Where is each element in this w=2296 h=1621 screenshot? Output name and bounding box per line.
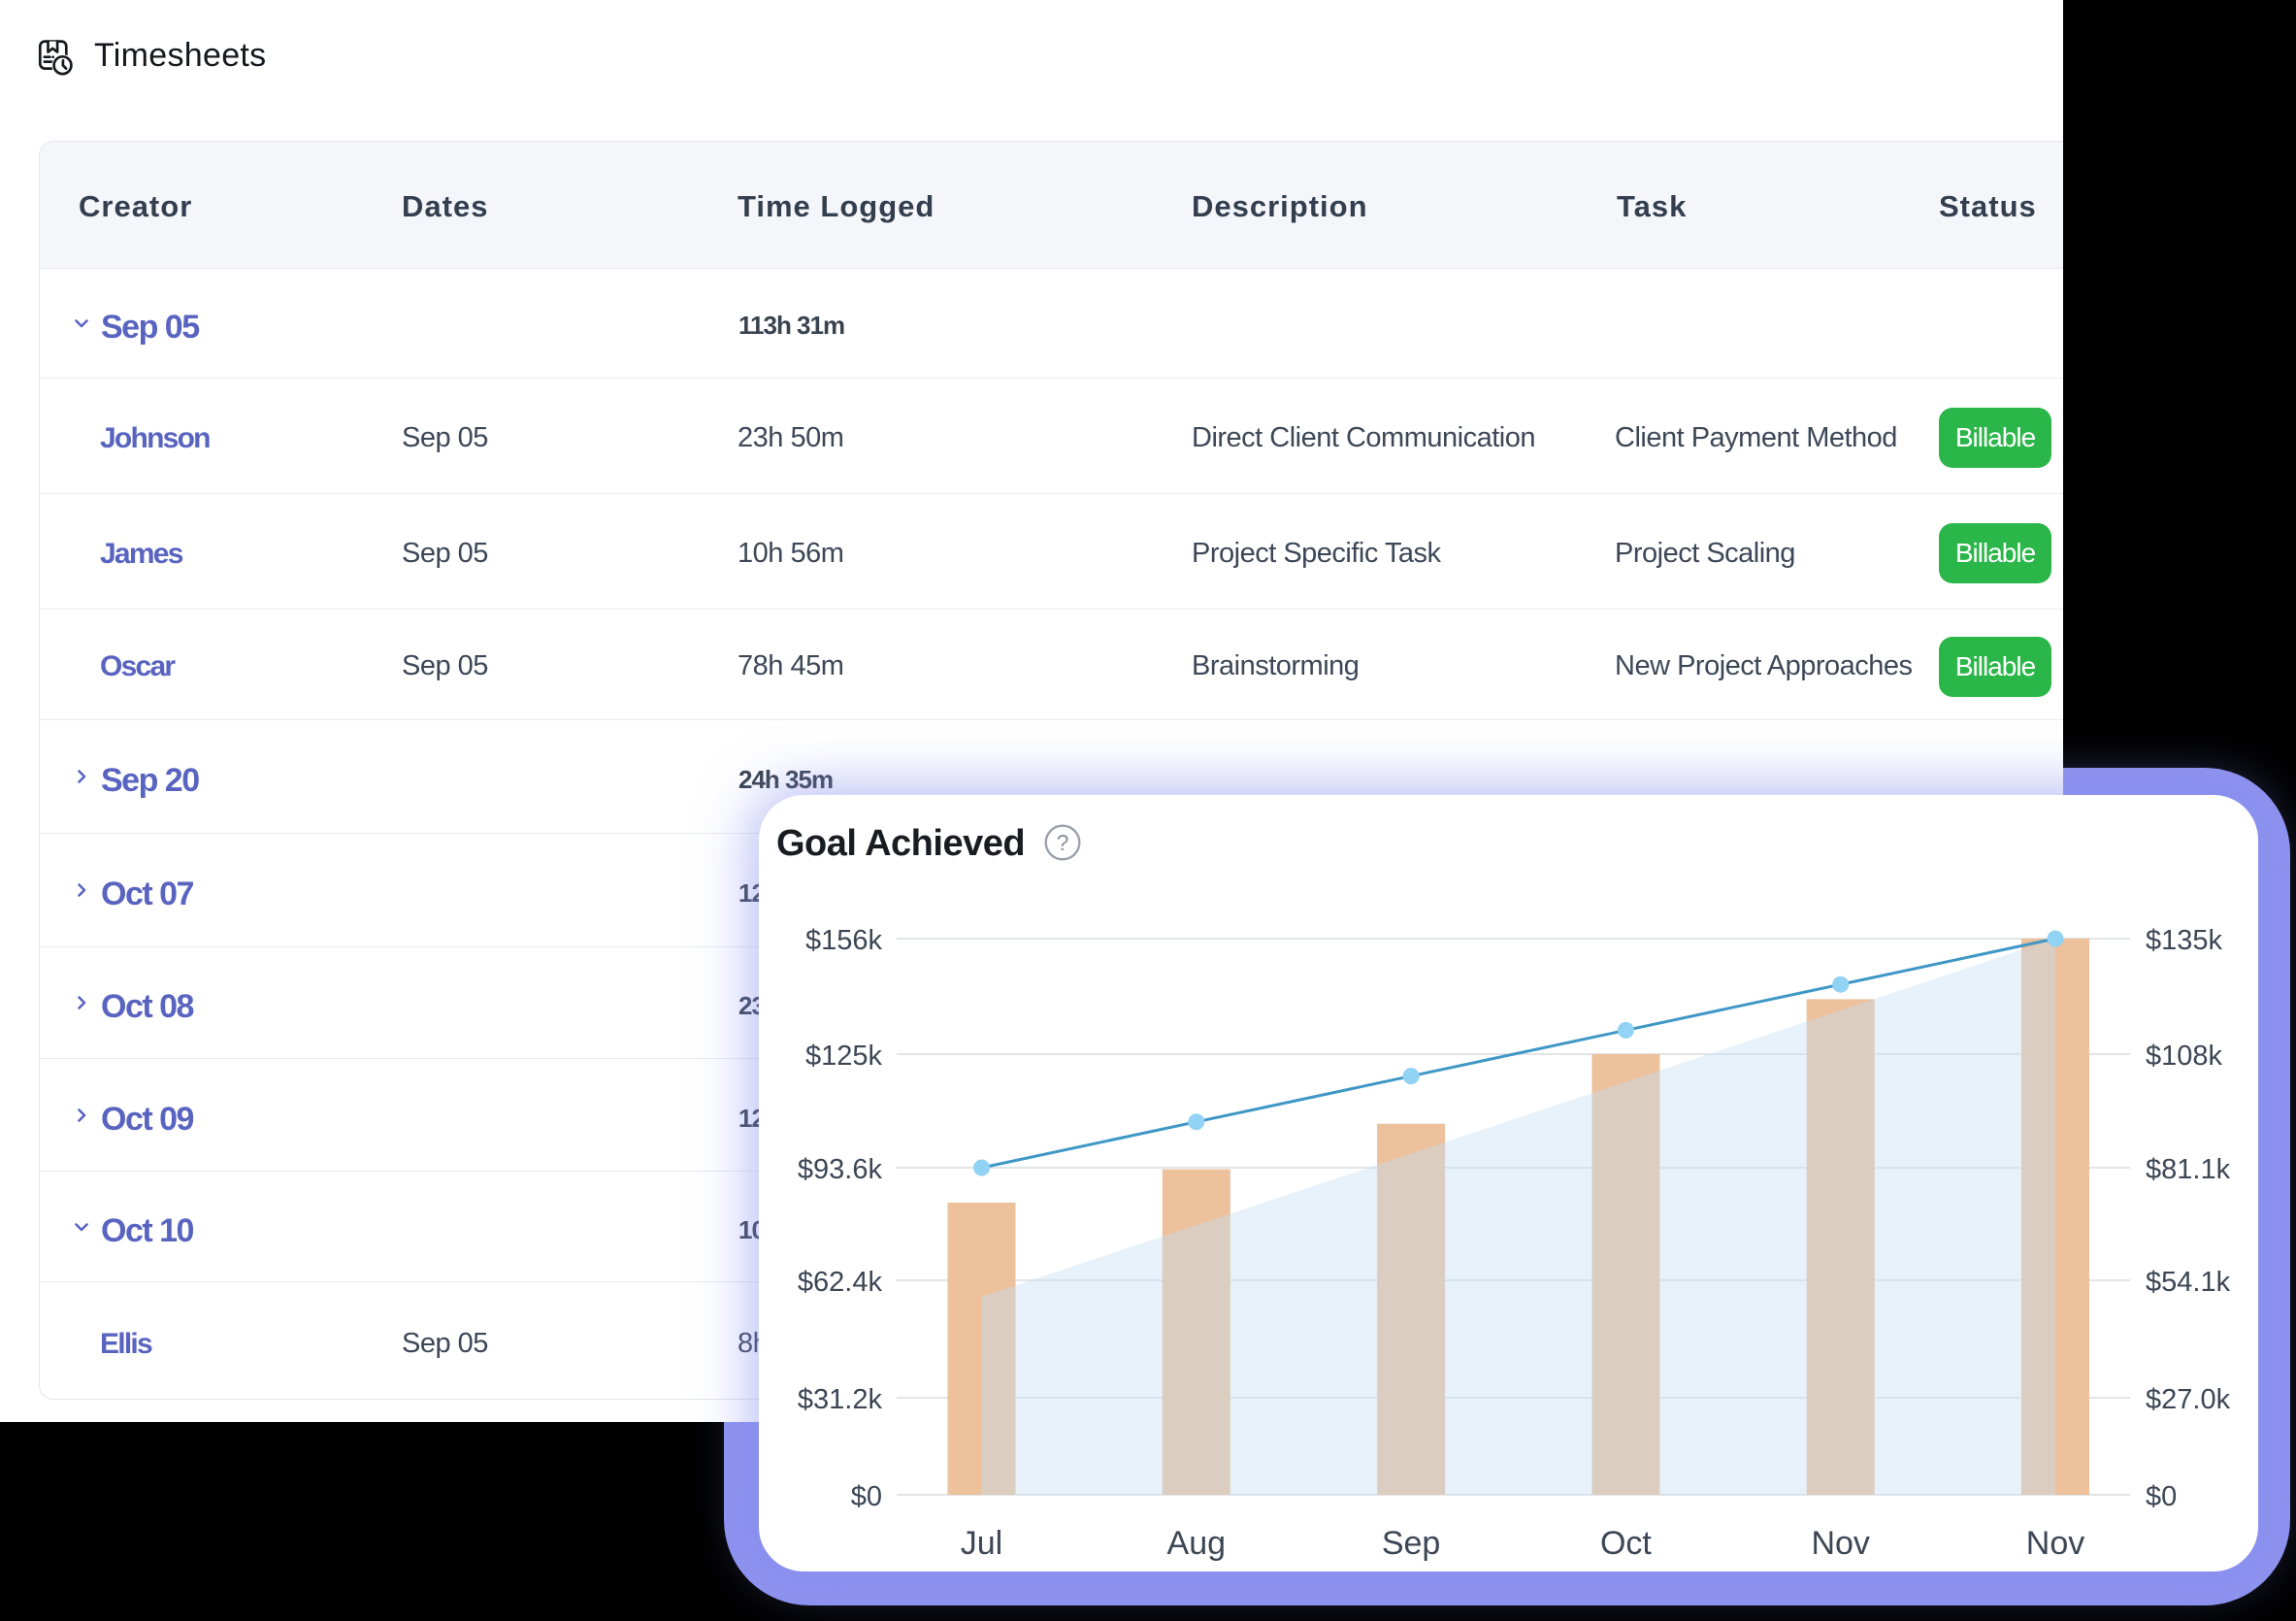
svg-text:Nov: Nov xyxy=(2026,1525,2084,1562)
svg-text:Jul: Jul xyxy=(961,1525,1002,1562)
svg-text:$27.0k: $27.0k xyxy=(2146,1384,2231,1415)
svg-text:$125k: $125k xyxy=(805,1041,883,1072)
svg-text:?: ? xyxy=(1057,830,1069,855)
svg-text:$135k: $135k xyxy=(2146,925,2223,956)
svg-text:$62.4k: $62.4k xyxy=(798,1267,883,1298)
svg-text:$0: $0 xyxy=(2146,1481,2177,1512)
svg-text:$93.6k: $93.6k xyxy=(798,1154,883,1185)
svg-text:$108k: $108k xyxy=(2146,1041,2223,1072)
svg-text:$31.2k: $31.2k xyxy=(798,1384,883,1415)
svg-text:Oct: Oct xyxy=(1600,1525,1652,1562)
svg-text:$81.1k: $81.1k xyxy=(2146,1154,2231,1185)
svg-text:$156k: $156k xyxy=(805,925,883,956)
svg-text:$54.1k: $54.1k xyxy=(2146,1267,2231,1298)
svg-text:Nov: Nov xyxy=(1811,1525,1869,1562)
svg-text:$0: $0 xyxy=(851,1481,882,1512)
svg-text:Aug: Aug xyxy=(1167,1525,1227,1562)
svg-text:Sep: Sep xyxy=(1382,1525,1441,1562)
